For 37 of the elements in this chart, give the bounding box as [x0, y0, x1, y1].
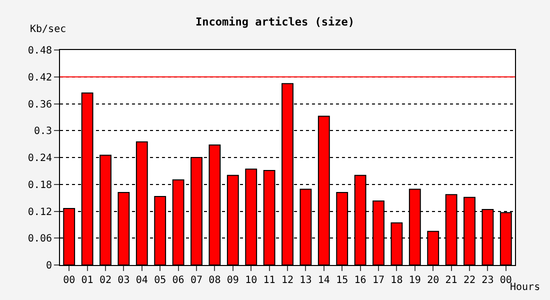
x-tick-label: 20 — [427, 275, 440, 286]
x-axis-title: Hours — [510, 282, 540, 293]
x-tick-label: 00 — [500, 275, 512, 286]
y-tick-label: 0.3 — [34, 126, 52, 138]
x-tick-label: 06 — [172, 275, 184, 286]
x-tick-label: 09 — [226, 275, 239, 286]
y-tick-label: 0.06 — [28, 234, 52, 245]
y-tick-label: 0.18 — [28, 180, 52, 191]
y-tick-label: 0.36 — [28, 99, 52, 110]
x-tick-label: 04 — [136, 275, 148, 286]
x-tick-label: 23 — [482, 275, 494, 286]
y-tick-label: 0 — [46, 260, 52, 272]
x-tick-label: 02 — [99, 275, 112, 286]
x-tick-label: 12 — [281, 275, 294, 286]
y-axis-title: Kb/sec — [30, 24, 66, 35]
x-tick-label: 13 — [300, 275, 312, 286]
x-tick-label: 14 — [318, 275, 330, 286]
y-tick-label: 0.48 — [28, 46, 52, 56]
x-tick-label: 00 — [63, 275, 76, 286]
y-tick-label: 0.42 — [28, 72, 52, 84]
x-tick-label: 03 — [118, 275, 130, 286]
x-tick-label: 16 — [354, 275, 366, 286]
y-tick-label: 0.24 — [28, 153, 52, 164]
x-tick-label: 11 — [263, 275, 276, 286]
x-tick-label: 15 — [336, 275, 348, 286]
x-tick-label: 22 — [463, 275, 476, 286]
x-tick-label: 05 — [154, 275, 166, 286]
x-tick-label: 07 — [190, 275, 203, 286]
x-tick-label: 01 — [81, 275, 94, 286]
chart-title: Incoming articles (size) — [196, 16, 354, 29]
x-tick-label: 19 — [408, 275, 421, 286]
y-tick-label: 0.12 — [28, 206, 52, 218]
x-tick-label: 18 — [390, 275, 403, 286]
x-tick-label: 21 — [445, 275, 458, 286]
x-tick-label: 10 — [245, 275, 258, 286]
x-tick-label: 08 — [208, 275, 221, 286]
x-tick-label: 17 — [372, 275, 385, 286]
